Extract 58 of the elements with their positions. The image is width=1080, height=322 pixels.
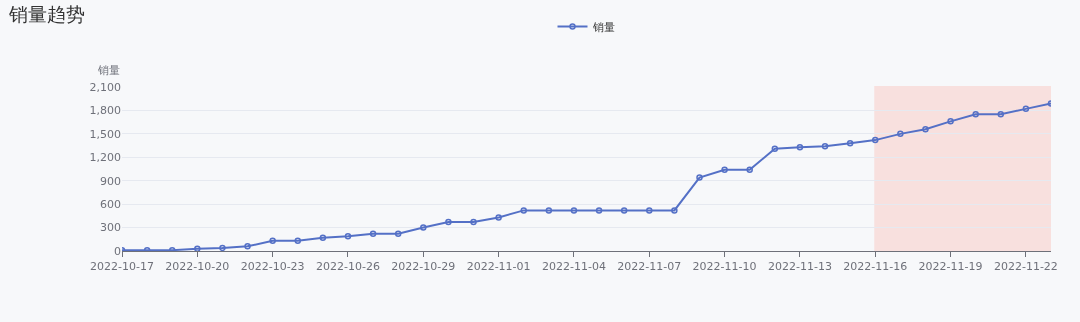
point (495, 214, 502, 221)
x-tick-label: 2022-11-13 (767, 260, 832, 274)
y-tick-label: 1,200 (89, 151, 121, 165)
point (470, 218, 477, 226)
x-tick-label: 2022-11-10 (692, 260, 757, 274)
point (796, 143, 804, 151)
y-tick-label: 2,100 (89, 80, 121, 94)
x-tick-label: 2022-11-01 (466, 260, 531, 274)
y-tick-label: 1,800 (89, 104, 121, 118)
y-tick-label: 300 (100, 221, 121, 235)
x-tick-label: 2022-10-23 (240, 260, 305, 274)
point (420, 224, 427, 231)
y-axis-title: 销量 (97, 64, 120, 77)
point (595, 207, 603, 214)
point (871, 136, 879, 144)
point (721, 166, 728, 174)
x-tick-label: 2022-10-20 (165, 260, 230, 274)
point (294, 237, 302, 245)
chart-title: 销量趋势 (7, 3, 85, 26)
x-tick-label: 2022-11-07 (617, 260, 682, 274)
point (520, 207, 527, 214)
point (846, 139, 854, 147)
point (570, 207, 578, 214)
x-tick-label: 2022-10-17 (90, 260, 154, 274)
x-tick-label: 2022-10-29 (391, 260, 456, 274)
point (997, 111, 1005, 118)
point (344, 232, 352, 240)
x-tick-label: 2022-11-19 (918, 260, 983, 274)
point (319, 234, 327, 241)
point (244, 243, 251, 250)
point (394, 230, 402, 238)
y-tick-label: 600 (100, 197, 121, 211)
y-tick-label: 0 (114, 244, 121, 258)
point (194, 245, 201, 251)
point (445, 218, 452, 226)
point (671, 207, 678, 214)
point (746, 166, 753, 174)
point (947, 118, 954, 125)
point (269, 237, 276, 245)
y-tick-label: 900 (100, 174, 121, 188)
point (1022, 105, 1030, 113)
point (545, 207, 553, 214)
x-tick-label: 2022-10-26 (316, 260, 380, 274)
point (972, 111, 979, 118)
x-tick-label: 2022-11-04 (541, 260, 606, 274)
x-tick-label: 2022-11-16 (843, 260, 908, 274)
point (219, 244, 226, 251)
point (646, 207, 653, 214)
point (696, 174, 703, 181)
point (922, 125, 929, 133)
point (821, 143, 829, 150)
point (620, 207, 628, 214)
x-tick-label: 2022-11-22 (993, 260, 1058, 274)
point (369, 230, 377, 238)
point (897, 130, 904, 138)
legend-label: 销量 (591, 20, 615, 34)
y-tick-label: 1,500 (89, 127, 121, 141)
point (771, 145, 779, 152)
